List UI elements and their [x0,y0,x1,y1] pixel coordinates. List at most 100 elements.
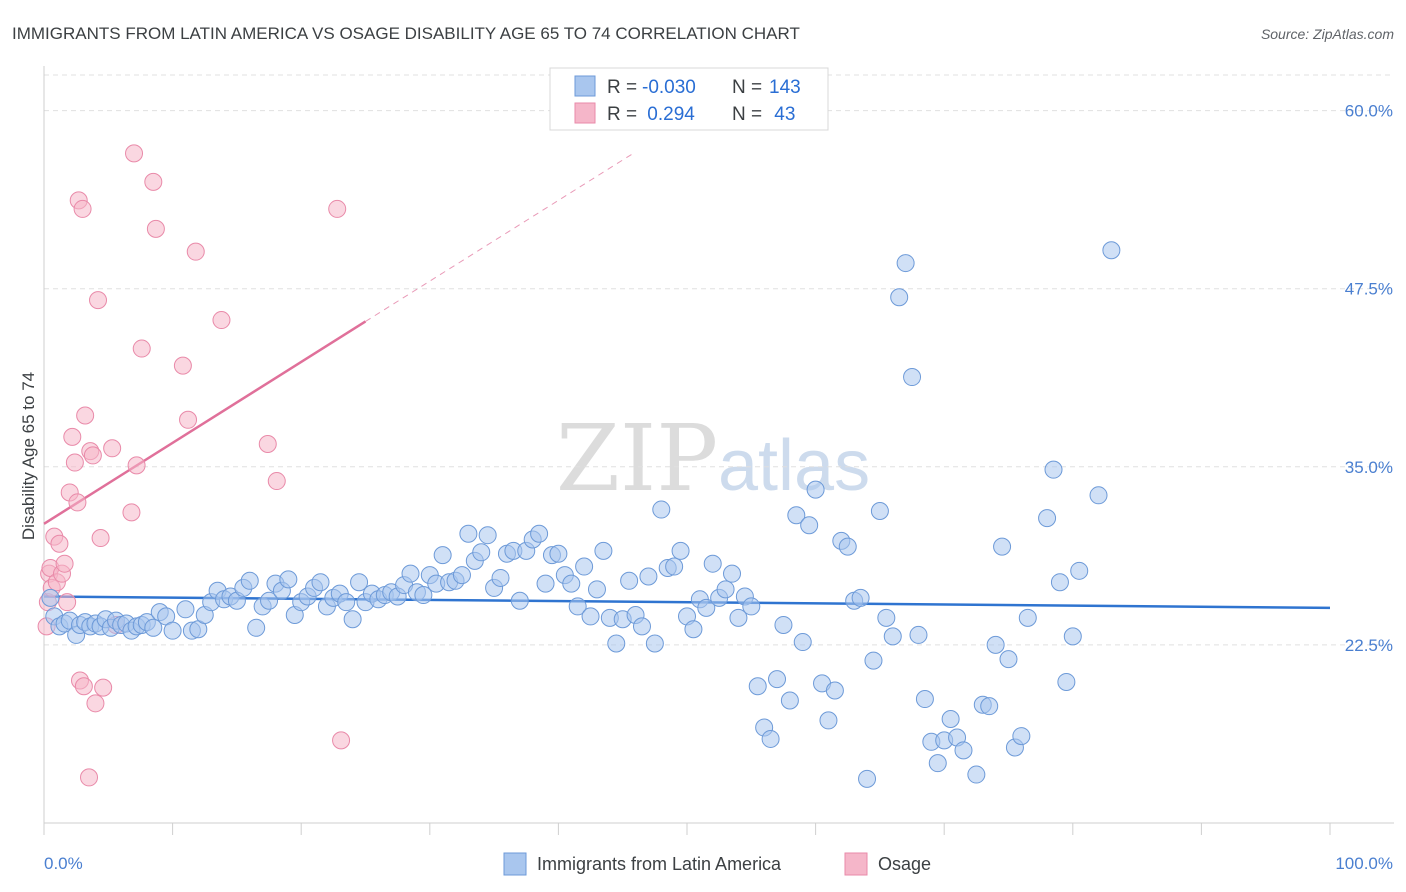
point-latin-america [176,600,195,619]
point-latin-america [1102,241,1121,260]
point-latin-america [671,541,690,560]
point-latin-america [909,625,928,644]
point-latin-america [163,621,182,640]
point-osage [91,529,110,548]
stats-legend-box [549,67,829,131]
point-latin-america [549,544,568,563]
y-tick-label: 47.5% [1345,280,1393,299]
bottom-legend: Immigrants from Latin America Osage [503,852,931,876]
point-latin-america [536,574,555,593]
chart-source: Source: ZipAtlas.com [1261,26,1394,42]
point-latin-america [311,573,330,592]
point-latin-america [562,574,581,593]
stats-legend-swatch-blue [574,75,596,97]
y-tick-labels: 22.5% 35.0% 47.5% 60.0% [1345,102,1393,655]
point-osage [55,554,74,573]
point-osage [127,456,146,475]
point-latin-america [999,650,1018,669]
point-latin-america [491,568,510,587]
x-tick-label-max: 100.0% [1335,854,1393,873]
point-latin-america [337,593,356,612]
x-tick-label-min: 0.0% [44,854,83,873]
point-osage [125,144,144,163]
point-latin-america [568,597,587,616]
point-osage [179,410,198,429]
point-latin-america [684,620,703,639]
trend-line-osage-extension [365,151,636,322]
stats-legend-r-value-1: -0.030 [642,77,696,98]
stats-legend-r-label-2: R = [607,104,637,125]
point-latin-america [980,697,999,716]
point-latin-america [858,769,877,788]
point-osage [86,694,105,713]
point-latin-america [703,554,722,573]
point-latin-america [800,516,819,535]
point-osage [76,406,95,425]
point-latin-america [350,573,369,592]
point-latin-america [768,670,787,689]
point-osage [258,435,277,454]
stats-legend-n-label-2: N = [732,104,762,125]
point-latin-america [954,741,973,760]
point-latin-america [1057,672,1076,691]
point-latin-america [819,711,838,730]
point-latin-america [343,610,362,629]
point-latin-america [645,634,664,653]
point-latin-america [607,634,626,653]
point-latin-america [575,557,594,576]
watermark: ZIP atlas [556,405,870,512]
point-latin-america [780,691,799,710]
point-osage [68,493,87,512]
point-osage [328,199,347,218]
y-tick-label: 60.0% [1345,102,1393,121]
point-latin-america [787,506,806,525]
point-osage [74,677,93,696]
point-latin-america [941,709,960,728]
point-osage [65,453,84,472]
point-latin-america [716,580,735,599]
x-tick-labels: 0.0% 100.0% [44,854,1393,873]
point-latin-america [260,591,279,610]
point-latin-america [530,524,549,543]
point-latin-america [401,564,420,583]
stats-legend-n-label-1: N = [732,77,762,98]
point-osage [50,534,69,553]
point-latin-america [864,651,883,670]
point-osage [89,291,108,310]
chart-title: IMMIGRANTS FROM LATIN AMERICA VS OSAGE D… [12,24,800,43]
stats-legend-n-value-1: 143 [769,77,801,98]
point-latin-america [1050,573,1069,592]
point-latin-america [915,690,934,709]
axes [43,66,1394,835]
watermark-zip: ZIP [556,405,718,512]
trend-line-latin-america [43,595,1331,610]
point-osage [73,199,92,218]
point-osage [173,356,192,375]
point-latin-america [41,588,60,607]
point-latin-america [896,254,915,273]
point-latin-america [1044,460,1063,479]
point-latin-america [838,537,857,556]
stats-legend-swatch-pink [574,102,596,124]
point-latin-america [1038,509,1057,528]
point-latin-america [825,681,844,700]
bottom-legend-swatch-blue [503,852,527,876]
point-latin-america [452,566,471,585]
point-latin-america [620,571,639,590]
point-latin-america [1089,486,1108,505]
point-latin-america [587,580,606,599]
y-axis-label: Disability Age 65 to 74 [19,372,38,540]
stats-legend-n-value-2: 43 [769,104,795,125]
point-osage [132,339,151,358]
point-latin-america [1012,727,1031,746]
point-latin-america [774,615,793,634]
point-latin-america [510,591,529,610]
y-tick-label: 35.0% [1345,458,1393,477]
point-latin-america [903,368,922,387]
point-latin-america [594,541,613,560]
point-latin-america [806,480,825,499]
point-latin-america [793,633,812,652]
point-osage [212,311,231,330]
point-latin-america [851,588,870,607]
